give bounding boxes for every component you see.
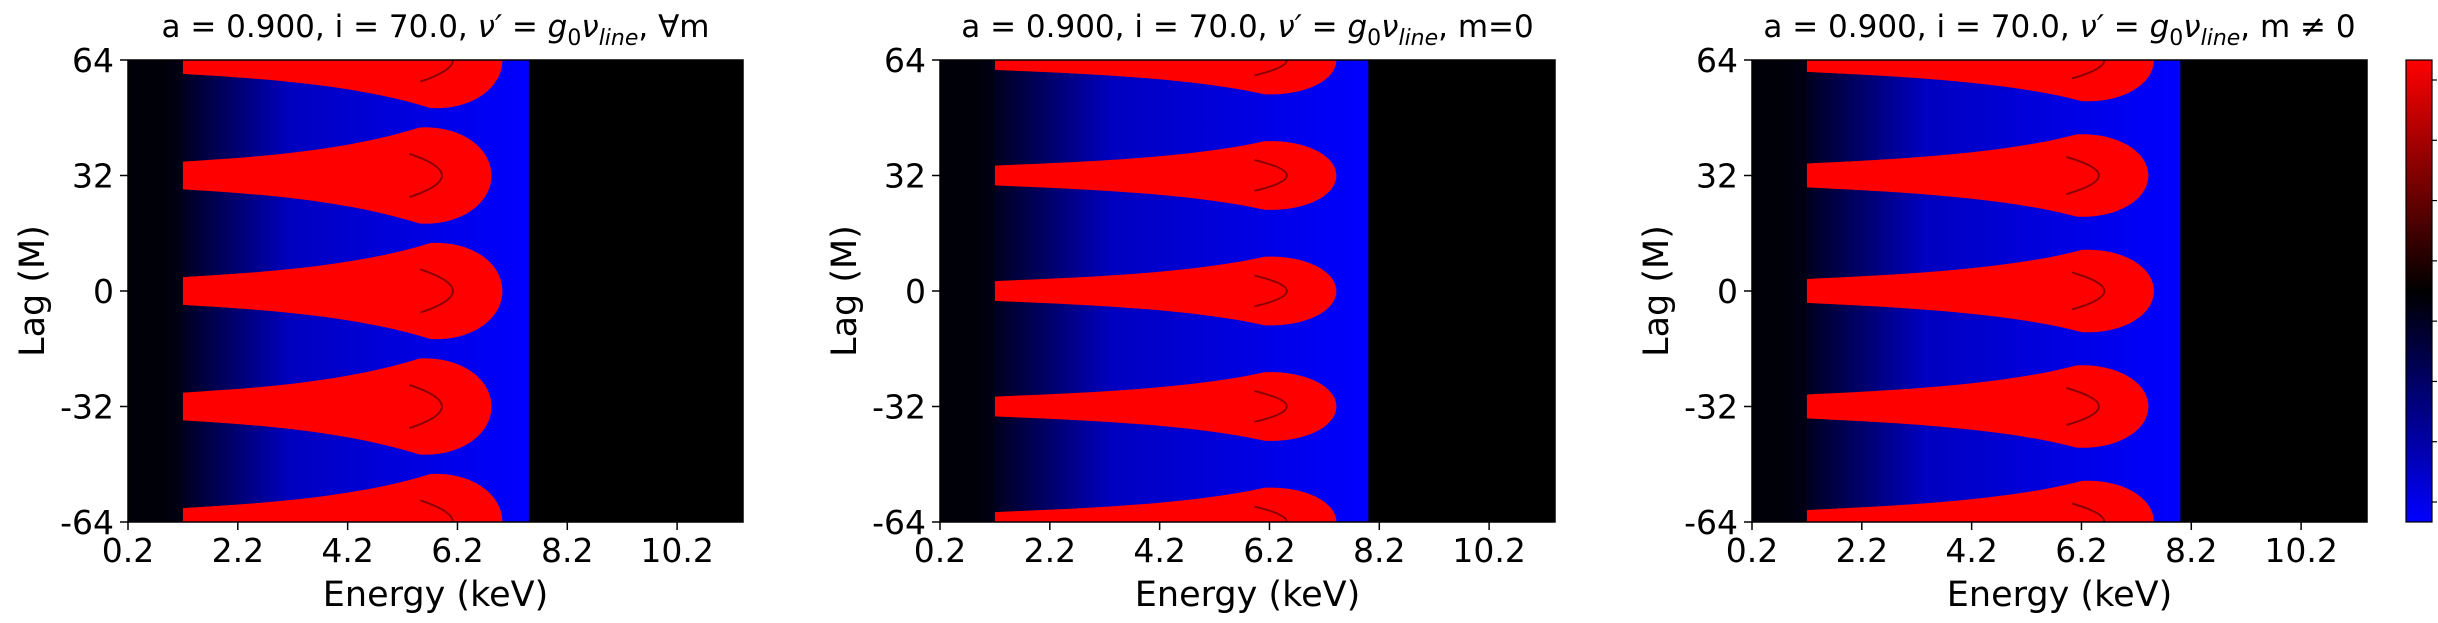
- x-tick-label: 4.2: [1133, 531, 1185, 570]
- y-tick-label: 64: [1696, 41, 1738, 80]
- x-axis-label: Energy (keV): [1135, 575, 1360, 615]
- low-energy-shadow: [940, 60, 995, 522]
- red-lag-band: [994, 487, 1337, 522]
- red-lag-band: [1806, 365, 2149, 448]
- low-energy-shadow: [1752, 60, 1807, 522]
- red-lag-band: [1806, 480, 2154, 522]
- y-tick-label: 32: [884, 157, 926, 196]
- band-inner-contour: [409, 152, 443, 199]
- panel-title: a = 0.900, i = 70.0, ν′ = g0νline, ∀m: [161, 9, 709, 51]
- x-tick-label: 6.2: [2055, 531, 2107, 570]
- red-lag-band: [994, 141, 1337, 210]
- colorbar: [2405, 59, 2437, 523]
- red-lag-band: [994, 256, 1337, 326]
- x-tick-label: 0.2: [102, 531, 154, 570]
- y-tick-label: -64: [872, 503, 926, 542]
- heatmap-image: [1752, 60, 2367, 522]
- band-inner-contour: [409, 383, 443, 430]
- heatmap-image: [940, 60, 1555, 522]
- heatmap-image: [128, 60, 743, 522]
- red-lag-band: [182, 60, 503, 109]
- x-tick-label: 0.2: [1726, 531, 1778, 570]
- x-tick-label: 10.2: [640, 531, 713, 570]
- y-tick-label: -32: [60, 388, 114, 427]
- x-tick-label: 4.2: [1945, 531, 1997, 570]
- x-tick-label: 8.2: [1353, 531, 1405, 570]
- x-tick-label: 6.2: [1243, 531, 1295, 570]
- x-tick-label: 8.2: [541, 531, 593, 570]
- y-tick-label: 0: [93, 272, 114, 311]
- y-tick-label: -64: [60, 503, 114, 542]
- y-tick-label: 32: [1696, 157, 1738, 196]
- x-tick-label: 0.2: [914, 531, 966, 570]
- heatmap-panel-2: 0.2 2.2 4.2 6.2 8.2 10.2 64 32 0 -32 -64 Energy (ke…: [825, 9, 1556, 615]
- y-tick-label: -32: [1684, 388, 1738, 427]
- band-inner-contour: [1254, 505, 1288, 522]
- band-inner-contour: [2066, 387, 2100, 426]
- heatmap-panel-1: 0.2 2.2 4.2 6.2 8.2 10.2 64 32 0 -32 -64 Energy (ke…: [13, 9, 744, 615]
- x-axis-label: Energy (keV): [1947, 575, 2172, 615]
- x-tick-label: 4.2: [321, 531, 373, 570]
- red-lag-band: [1806, 249, 2154, 333]
- x-tick-label: 2.2: [1024, 531, 1076, 570]
- y-tick-label: -64: [1684, 503, 1738, 542]
- band-inner-contour: [1254, 60, 1288, 77]
- y-tick-label: 64: [72, 41, 114, 80]
- band-inner-contour: [420, 499, 454, 522]
- x-tick-label: 10.2: [1452, 531, 1525, 570]
- band-inner-contour: [2071, 271, 2106, 311]
- red-lag-band: [182, 127, 492, 224]
- x-axis-label: Energy (keV): [323, 575, 548, 615]
- panel-title: a = 0.900, i = 70.0, ν′ = g0νline, m ≠ 0: [1763, 9, 2355, 51]
- band-inner-contour: [1254, 390, 1288, 423]
- low-energy-shadow: [128, 60, 183, 522]
- red-lag-band: [994, 372, 1337, 441]
- panel-title: a = 0.900, i = 70.0, ν′ = g0νline, m=0: [961, 9, 1534, 51]
- y-tick-label: 64: [884, 41, 926, 80]
- heatmap-panel-3: 0.2 2.2 4.2 6.2 8.2 10.2 64 32 0 -32 -64 Energy (ke…: [1637, 9, 2368, 615]
- band-inner-contour: [1254, 274, 1288, 308]
- band-inner-contour: [2066, 156, 2100, 195]
- band-inner-contour: [2071, 502, 2106, 522]
- y-axis-label: Lag (M): [13, 225, 53, 357]
- y-tick-label: 32: [72, 157, 114, 196]
- x-tick-label: 10.2: [2264, 531, 2337, 570]
- x-tick-label: 8.2: [2165, 531, 2217, 570]
- band-inner-contour: [420, 268, 454, 314]
- red-lag-band: [182, 358, 492, 455]
- red-lag-band: [182, 242, 503, 340]
- band-inner-contour: [1254, 159, 1288, 192]
- x-tick-label: 6.2: [431, 531, 483, 570]
- x-tick-label: 2.2: [1836, 531, 1888, 570]
- y-tick-label: -32: [872, 388, 926, 427]
- y-tick-label: 0: [905, 272, 926, 311]
- red-lag-band: [182, 473, 503, 522]
- x-tick-label: 2.2: [212, 531, 264, 570]
- red-lag-band: [994, 60, 1337, 95]
- y-axis-label: Lag (M): [1637, 225, 1677, 357]
- band-inner-contour: [420, 60, 454, 83]
- red-lag-band: [1806, 60, 2154, 102]
- y-axis-label: Lag (M): [825, 225, 865, 357]
- red-lag-band: [1806, 134, 2149, 217]
- colorbar-gradient: [2405, 59, 2433, 523]
- band-inner-contour: [2071, 60, 2106, 80]
- y-tick-label: 0: [1717, 272, 1738, 311]
